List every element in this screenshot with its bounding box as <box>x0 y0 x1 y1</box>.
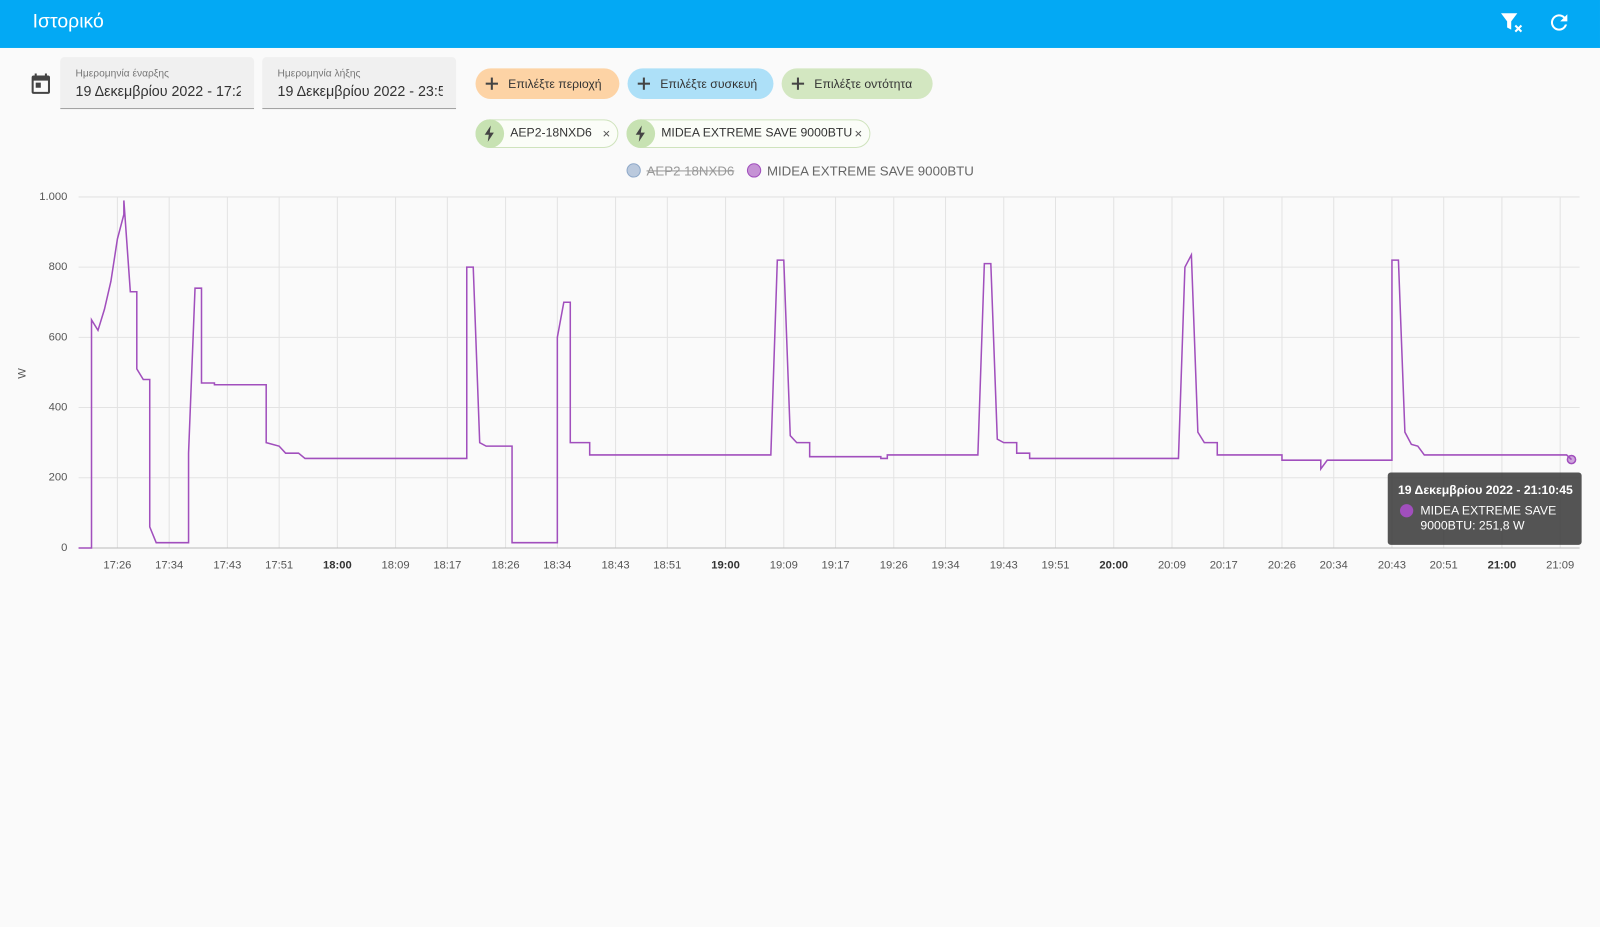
legend-swatch <box>626 163 641 178</box>
x-tick-label: 18:00 <box>323 559 352 571</box>
tooltip-title: 19 Δεκεμβρίου 2022 - 21:10:45 <box>1397 482 1573 497</box>
x-tick-label: 19:43 <box>990 559 1018 571</box>
chip-label: AEP2-18NXD6 <box>510 125 592 140</box>
x-tick-label: 20:09 <box>1158 559 1186 571</box>
y-tick-label: 800 <box>49 261 68 273</box>
x-tick-label: 18:34 <box>543 559 571 571</box>
refresh-icon[interactable] <box>1547 10 1571 34</box>
x-tick-label: 19:09 <box>770 559 798 571</box>
field-value: 19 Δεκεμβρίου 2022 - 23:5 <box>277 82 443 99</box>
y-tick-label: 200 <box>49 472 68 484</box>
field-label: Ημερομηνία έναρξης <box>75 68 169 80</box>
field-label: Ημερομηνία λήξης <box>277 68 361 80</box>
clear-filter-icon[interactable] <box>1500 10 1527 37</box>
end-date-field[interactable]: Ημερομηνία λήξης 19 Δεκεμβρίου 2022 - 23… <box>262 57 457 110</box>
tooltip-text: MIDEA EXTREME SAVE 9000BTU: 251,8 W <box>1420 503 1557 533</box>
x-tick-label: 18:17 <box>433 559 461 571</box>
x-tick-label: 18:26 <box>492 559 520 571</box>
x-tick-label: 19:26 <box>880 559 908 571</box>
field-value: 19 Δεκεμβρίου 2022 - 17:2 <box>75 82 241 99</box>
calendar-icon[interactable] <box>29 71 53 95</box>
tooltip: 19 Δεκεμβρίου 2022 - 21:10:45 MIDEA EXTR… <box>1387 472 1582 545</box>
tooltip-swatch <box>1399 504 1414 518</box>
x-tick-label: 20:17 <box>1210 559 1238 571</box>
chart: W 0 200 400 600 800 1.000 17:26 17:34 17:43 17:51… <box>16 191 1580 571</box>
x-tick-label: 20:51 <box>1430 559 1458 571</box>
start-date-field[interactable]: Ημερομηνία έναρξης 19 Δεκεμβρίου 2022 - … <box>60 57 255 110</box>
y-tick-label: 0 <box>61 542 67 554</box>
y-tick-label: 1.000 <box>39 191 67 203</box>
legend: AEP2 18NXD6 MIDEA EXTREME SAVE 9000BTU <box>0 163 1600 179</box>
x-tick-label: 17:43 <box>213 559 241 571</box>
x-tick-label: 18:51 <box>653 559 681 571</box>
entity-button[interactable]: Επιλέξτε οντότητα <box>781 68 933 99</box>
x-tick-label: 19:17 <box>822 559 850 571</box>
x-tick-label: 18:09 <box>382 559 410 571</box>
area-button[interactable]: Επιλέξτε περιοχή <box>475 68 620 99</box>
x-tick-label: 20:34 <box>1320 559 1348 571</box>
x-tick-label: 21:00 <box>1488 559 1517 571</box>
legend-swatch <box>746 163 761 178</box>
device-button[interactable]: Επιλέξτε συσκευή <box>627 68 774 99</box>
legend-label: AEP2 18NXD6 <box>646 163 735 179</box>
y-tick-label: 400 <box>49 402 68 414</box>
y-axis-label: W <box>16 368 28 379</box>
chip-remove[interactable]: × <box>602 125 611 141</box>
x-tick-label: 20:00 <box>1099 559 1128 571</box>
page-title: Ιστορικό <box>32 11 104 33</box>
x-tick-label: 21:09 <box>1546 559 1574 571</box>
x-tick-label: 19:51 <box>1041 559 1069 571</box>
chip-label: MIDEA EXTREME SAVE 9000BTU <box>661 125 853 140</box>
entity-chip[interactable]: AEP2-18NXD6 × <box>475 119 619 148</box>
x-tick-label: 20:43 <box>1378 559 1406 571</box>
hover-point <box>1566 454 1577 465</box>
series-line <box>78 200 1573 549</box>
legend-item[interactable]: MIDEA EXTREME SAVE 9000BTU <box>746 163 974 179</box>
legend-item[interactable]: AEP2 18NXD6 <box>626 163 735 179</box>
x-tick-label: 17:26 <box>103 559 131 571</box>
x-tick-label: 19:00 <box>711 559 740 571</box>
x-tick-label: 17:34 <box>155 559 183 571</box>
chip-remove[interactable]: × <box>854 125 863 141</box>
y-tick-label: 600 <box>49 331 68 343</box>
x-tick-label: 18:43 <box>602 559 630 571</box>
legend-label: MIDEA EXTREME SAVE 9000BTU <box>766 163 974 179</box>
x-tick-label: 19:34 <box>931 559 959 571</box>
x-tick-label: 20:26 <box>1268 559 1296 571</box>
entity-chip[interactable]: MIDEA EXTREME SAVE 9000BTU × <box>626 119 871 148</box>
x-tick-label: 17:51 <box>265 559 293 571</box>
top-bar: Ιστορικό <box>0 0 1600 48</box>
